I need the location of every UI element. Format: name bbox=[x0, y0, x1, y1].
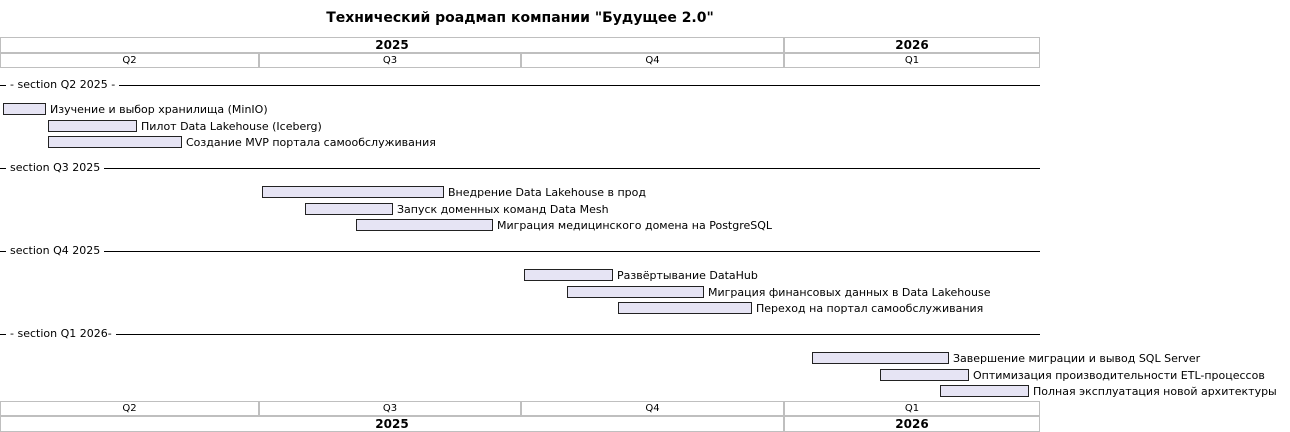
quarter-header: Q3 bbox=[259, 401, 521, 416]
section-divider bbox=[0, 334, 1040, 335]
section-header: - section Q1 2026- bbox=[0, 327, 1040, 341]
task-label: Завершение миграции и вывод SQL Server bbox=[953, 352, 1201, 365]
task-label: Создание MVP портала самообслуживания bbox=[186, 136, 436, 149]
quarter-header: Q1 bbox=[784, 401, 1040, 416]
task-bar bbox=[618, 302, 752, 314]
section-label: section Q4 2025 bbox=[6, 244, 105, 258]
task-label: Оптимизация производительности ETL-проце… bbox=[973, 369, 1265, 382]
task-bar bbox=[48, 136, 182, 148]
task-label: Полная эксплуатация новой архитектуры bbox=[1033, 385, 1277, 398]
task-bar bbox=[812, 352, 949, 364]
task-bar bbox=[305, 203, 393, 215]
year-header: 2026 bbox=[784, 37, 1040, 53]
task-bar bbox=[524, 269, 613, 281]
section-header: section Q3 2025 bbox=[0, 161, 1040, 175]
quarter-header: Q2 bbox=[0, 53, 259, 68]
quarter-header: Q3 bbox=[259, 53, 521, 68]
task-label: Миграция медицинского домена на PostgreS… bbox=[497, 219, 773, 232]
section-label: - section Q1 2026- bbox=[6, 327, 116, 341]
section-header: section Q4 2025 bbox=[0, 244, 1040, 258]
task-label: Пилот Data Lakehouse (Iceberg) bbox=[141, 120, 322, 133]
task-bar bbox=[262, 186, 444, 198]
year-header: 2025 bbox=[0, 37, 784, 53]
quarter-header: Q2 bbox=[0, 401, 259, 416]
task-label: Внедрение Data Lakehouse в прод bbox=[448, 186, 646, 199]
task-bar bbox=[48, 120, 137, 132]
quarter-header: Q4 bbox=[521, 53, 784, 68]
section-divider bbox=[0, 251, 1040, 252]
task-label: Развёртывание DataHub bbox=[617, 269, 758, 282]
section-label: section Q3 2025 bbox=[6, 161, 105, 175]
task-label: Изучение и выбор хранилища (MinIO) bbox=[50, 103, 268, 116]
task-label: Переход на портал самообслуживания bbox=[756, 302, 984, 315]
chart-title: Технический роадмап компании "Будущее 2.… bbox=[326, 10, 714, 26]
year-header: 2025 bbox=[0, 416, 784, 432]
task-bar bbox=[3, 103, 46, 115]
quarter-header: Q4 bbox=[521, 401, 784, 416]
year-header: 2026 bbox=[784, 416, 1040, 432]
task-bar bbox=[567, 286, 704, 298]
task-bar bbox=[940, 385, 1029, 397]
task-label: Запуск доменных команд Data Mesh bbox=[397, 203, 609, 216]
task-bar bbox=[880, 369, 969, 381]
task-bar bbox=[356, 219, 493, 231]
section-divider bbox=[0, 85, 1040, 86]
section-label: - section Q2 2025 - bbox=[6, 78, 120, 92]
section-header: - section Q2 2025 - bbox=[0, 78, 1040, 92]
task-label: Миграция финансовых данных в Data Lakeho… bbox=[708, 286, 991, 299]
section-divider bbox=[0, 168, 1040, 169]
quarter-header: Q1 bbox=[784, 53, 1040, 68]
